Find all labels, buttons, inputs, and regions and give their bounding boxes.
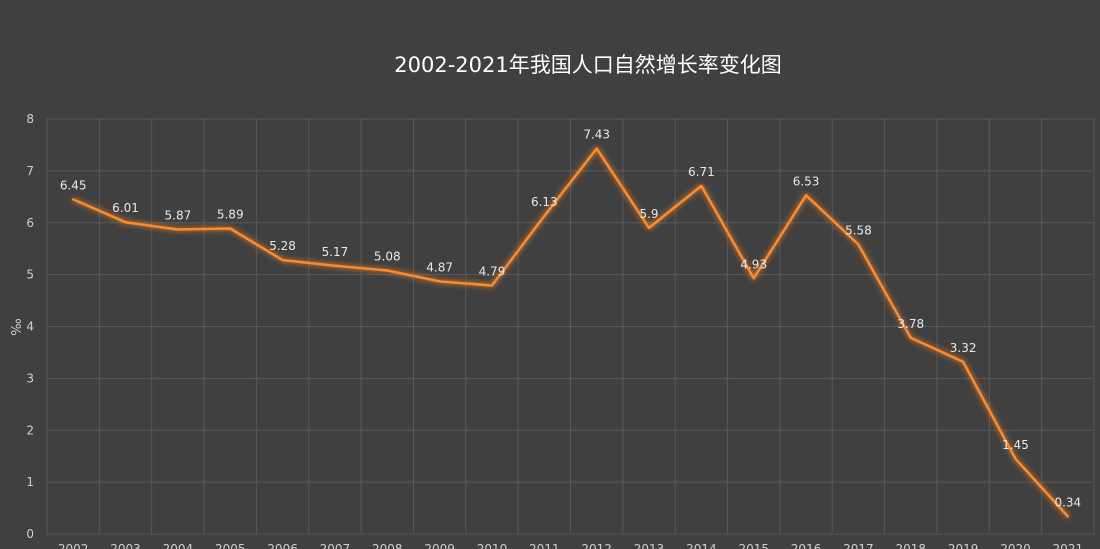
x-tick-label: 2011 (529, 542, 560, 549)
data-label: 3.78 (897, 317, 924, 331)
data-label: 3.32 (950, 341, 977, 355)
data-label: 4.87 (426, 260, 453, 274)
data-label: 7.43 (583, 128, 610, 142)
y-tick-label: 3 (26, 371, 34, 385)
data-label: 6.53 (793, 174, 820, 188)
data-label: 6.45 (60, 178, 87, 192)
x-tick-label: 2010 (477, 542, 508, 549)
data-label: 5.9 (639, 207, 658, 221)
data-label: 6.71 (688, 165, 715, 179)
x-tick-label: 2002 (58, 542, 89, 549)
grid (46, 118, 1095, 535)
x-tick-labels: 2002 2003 2004 2005 2006 2007 2008 2009 2010 2011… (58, 542, 1083, 549)
data-label: 5.87 (165, 208, 192, 222)
x-tick-label: 2018 (896, 542, 927, 549)
data-label: 6.13 (531, 195, 558, 209)
data-label: 1.45 (1002, 438, 1029, 452)
data-label: 0.34 (1054, 495, 1081, 509)
x-tick-label: 2019 (948, 542, 979, 549)
data-label: 5.58 (845, 224, 872, 238)
x-tick-label: 2015 (738, 542, 769, 549)
y-tick-label: 1 (26, 475, 34, 489)
data-labels: 6.45 6.01 5.87 5.89 5.28 5.17 5.08 4.87 4.79 6.13… (60, 128, 1081, 510)
y-axis-label: ‰ (10, 318, 25, 335)
data-label: 6.01 (112, 201, 139, 215)
y-tick-labels: 0 1 2 3 4 5 6 7 8 (26, 112, 34, 541)
data-label: 5.28 (269, 239, 296, 253)
x-tick-label: 2009 (424, 542, 455, 549)
y-tick-label: 2 (26, 423, 34, 437)
x-tick-label: 2012 (581, 542, 612, 549)
x-tick-label: 2003 (110, 542, 141, 549)
y-tick-label: 5 (26, 268, 34, 282)
x-tick-label: 2016 (791, 542, 822, 549)
x-tick-label: 2004 (163, 542, 194, 549)
series-line (71, 147, 1070, 518)
x-tick-label: 2014 (686, 542, 717, 549)
y-tick-label: 6 (26, 216, 34, 230)
y-tick-label: 7 (26, 164, 34, 178)
x-tick-label: 2021 (1053, 542, 1084, 549)
x-tick-label: 2006 (267, 542, 298, 549)
y-tick-label: 8 (26, 112, 34, 126)
y-tick-label: 4 (26, 320, 34, 334)
x-tick-label: 2013 (634, 542, 665, 549)
data-label: 5.89 (217, 207, 244, 221)
data-label: 5.17 (322, 245, 349, 259)
x-tick-label: 2007 (320, 542, 351, 549)
x-tick-label: 2005 (215, 542, 246, 549)
data-label: 4.93 (740, 257, 767, 271)
y-tick-label: 0 (26, 527, 34, 541)
series-line-group (71, 147, 1070, 518)
x-tick-label: 2017 (843, 542, 874, 549)
chart-title: 2002-2021年我国人口自然增长率变化图 (394, 53, 781, 77)
x-tick-label: 2008 (372, 542, 403, 549)
x-tick-label: 2020 (1000, 542, 1031, 549)
data-label: 4.79 (479, 265, 506, 279)
data-label: 5.08 (374, 249, 401, 263)
